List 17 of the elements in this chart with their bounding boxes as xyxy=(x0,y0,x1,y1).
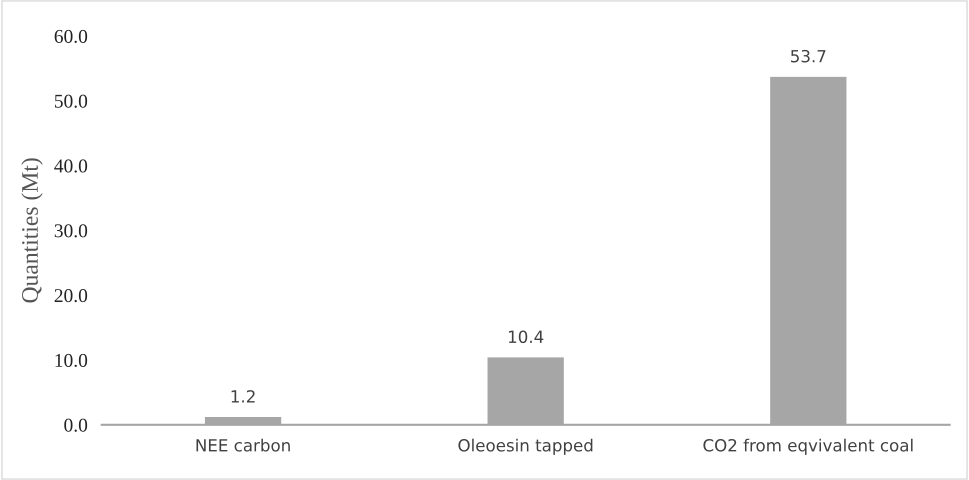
y-tick-label: 0.0 xyxy=(64,418,88,432)
x-tick-label: CO2 from eqvivalent coal xyxy=(703,438,913,455)
bar xyxy=(204,417,282,425)
y-tick-label: 20.0 xyxy=(54,289,88,302)
data-label: 1.2 xyxy=(232,390,255,402)
y-axis-title: Quantities (Mt) xyxy=(21,158,43,303)
y-tick-label: 10.0 xyxy=(56,354,88,368)
x-tick-label: NEE carbon xyxy=(196,438,290,452)
y-tick-label: 60.0 xyxy=(54,30,88,44)
y-tick-label: 50.0 xyxy=(54,94,88,108)
y-tick-label: 40.0 xyxy=(54,159,88,173)
bar xyxy=(770,76,846,425)
y-tick-label: 30.0 xyxy=(54,224,88,238)
bar xyxy=(488,357,564,425)
x-tick-label: Oleoesin tapped xyxy=(458,438,592,455)
data-label: 53.7 xyxy=(791,50,826,62)
data-label: 10.4 xyxy=(508,330,544,344)
